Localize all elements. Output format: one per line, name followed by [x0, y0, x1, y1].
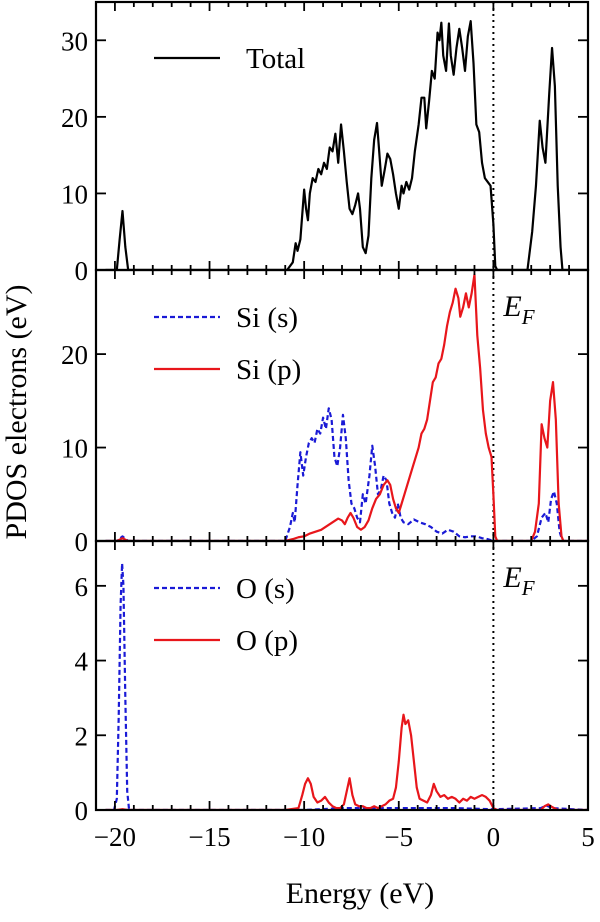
- y-tick-label: 0: [75, 796, 89, 826]
- legend-label: O (p): [236, 625, 298, 657]
- x-tick-label: 0: [487, 822, 501, 852]
- panel-bottom: 0 2 4 6 −20 −15 −10 −5 0 5 O (s) O (p) EF: [75, 539, 595, 852]
- y-tick-label: 6: [75, 572, 89, 602]
- y-tick-label: 30: [61, 26, 88, 56]
- panel-top: 0 10 20 30 Total: [61, 0, 590, 286]
- y-tick-label: 0: [75, 527, 89, 557]
- series-total: [105, 20, 588, 270]
- x-tick-label: −10: [283, 822, 325, 852]
- series-si-p: [105, 273, 588, 541]
- y-tick-label: 0: [75, 256, 89, 286]
- x-tick-label: −5: [384, 822, 413, 852]
- fermi-label: EF: [502, 561, 534, 600]
- x-tick-label: 5: [581, 822, 595, 852]
- y-tick-label: 10: [61, 179, 88, 209]
- y-tick-label: 20: [61, 340, 88, 370]
- y-tick-label: 20: [61, 103, 88, 133]
- chart-panels: 0 10 20 30 Total 0 10 20 Si (s) Si (p) EF 0 2 4 6 −20 −1…: [61, 0, 595, 852]
- series-o-s: [105, 562, 588, 810]
- y-tick-label: 10: [61, 434, 88, 464]
- legend-label: Si (s): [236, 302, 298, 334]
- legend-label: Si (p): [236, 354, 301, 386]
- legend-label: O (s): [236, 573, 295, 605]
- y-axis-title: PDOS electrons (eV): [0, 285, 33, 540]
- series-o-p: [105, 713, 588, 810]
- fermi-label: EF: [502, 290, 534, 329]
- panel-middle: 0 10 20 Si (s) Si (p) EF: [61, 268, 590, 557]
- y-tick-label: 4: [75, 647, 89, 677]
- x-axis-title: Energy (eV): [286, 877, 435, 910]
- series-si-s: [105, 407, 588, 541]
- legend-label: Total: [246, 43, 305, 75]
- x-tick-label: −20: [94, 822, 136, 852]
- y-tick-label: 2: [75, 721, 89, 751]
- x-tick-label: −15: [188, 822, 230, 852]
